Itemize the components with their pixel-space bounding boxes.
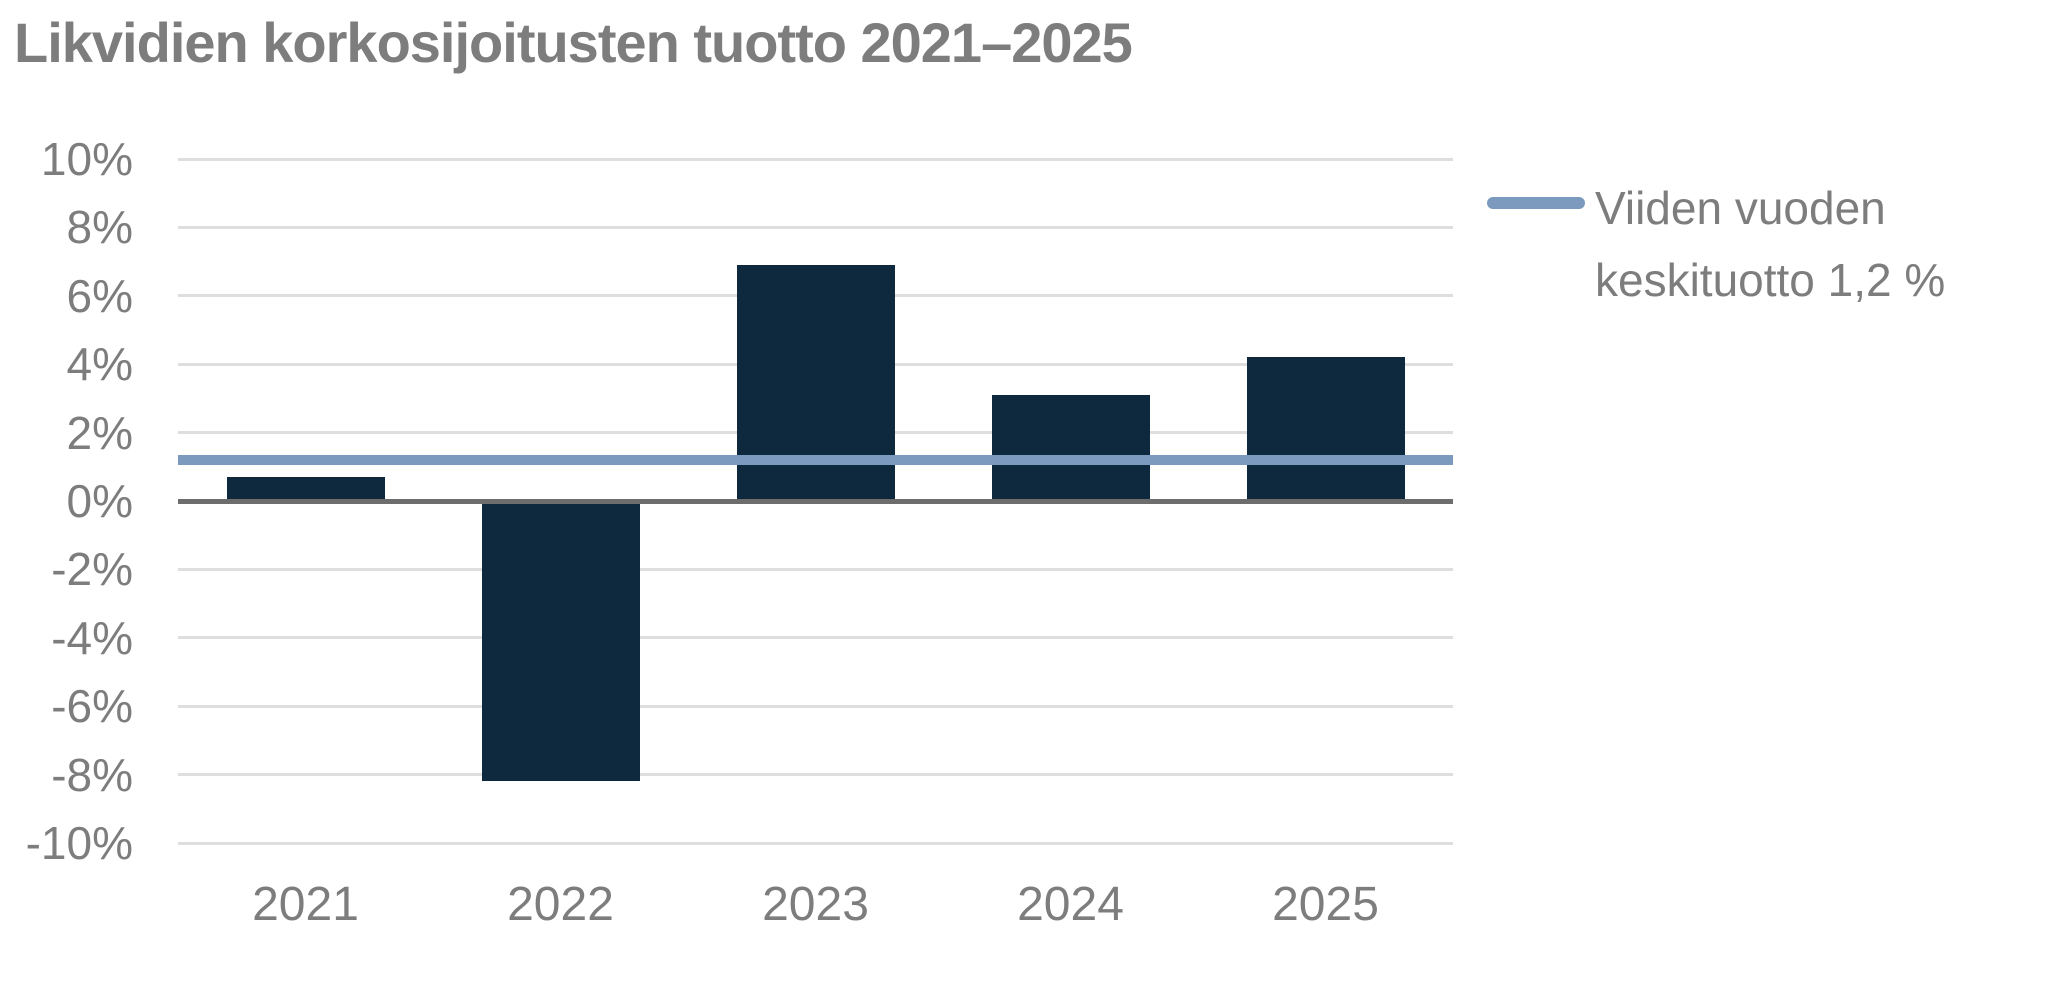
legend-line-swatch bbox=[1487, 197, 1585, 209]
y-tick-label: -8% bbox=[51, 748, 133, 801]
y-tick-label: 6% bbox=[66, 269, 133, 322]
y-tick-label: 2% bbox=[66, 406, 133, 459]
legend: Viiden vuoden keskituotto 1,2 % bbox=[1487, 172, 1945, 316]
bar-2021 bbox=[226, 477, 385, 501]
gridline bbox=[178, 773, 1453, 777]
plot-area: 10% 8% 6% 4% 2% 0% -2% -4% -6% -8% -10% 2021 2022 202… bbox=[26, 133, 1453, 931]
legend-label-line-1: Viiden vuoden bbox=[1595, 182, 1886, 234]
y-tick-label: -10% bbox=[25, 817, 133, 869]
zero-axis-line bbox=[178, 498, 1453, 504]
x-tick-label: 2022 bbox=[507, 878, 614, 931]
bar-2023 bbox=[736, 265, 895, 501]
gridline bbox=[178, 841, 1453, 845]
y-tick-label: 8% bbox=[66, 201, 133, 254]
gridline bbox=[178, 157, 1453, 161]
legend-label-line-2: keskituotto 1,2 % bbox=[1595, 254, 1946, 306]
y-tick-label: 0% bbox=[66, 475, 133, 527]
gridline bbox=[178, 636, 1453, 640]
y-tick-label: -2% bbox=[51, 543, 133, 596]
x-tick-label: 2021 bbox=[252, 878, 359, 931]
gridline bbox=[178, 567, 1453, 571]
bar-2022 bbox=[481, 501, 640, 782]
gridline bbox=[178, 225, 1453, 229]
bar-2025 bbox=[1246, 357, 1405, 501]
x-tick-label: 2024 bbox=[1017, 878, 1124, 931]
chart-title: Likvidien korkosijoitusten tuotto 2021–2… bbox=[14, 11, 1133, 74]
legend-label: Viiden vuoden keskituotto 1,2 % bbox=[1595, 172, 1945, 316]
average-return-line bbox=[178, 454, 1453, 465]
y-tick-label: -4% bbox=[51, 611, 133, 664]
y-tick-label: 10% bbox=[40, 133, 133, 185]
x-tick-label: 2023 bbox=[762, 878, 869, 931]
y-tick-label: 4% bbox=[66, 338, 133, 391]
bar-2024 bbox=[991, 394, 1150, 501]
y-tick-label: -6% bbox=[51, 680, 133, 733]
x-tick-label: 2025 bbox=[1272, 878, 1379, 931]
gridline bbox=[178, 704, 1453, 708]
